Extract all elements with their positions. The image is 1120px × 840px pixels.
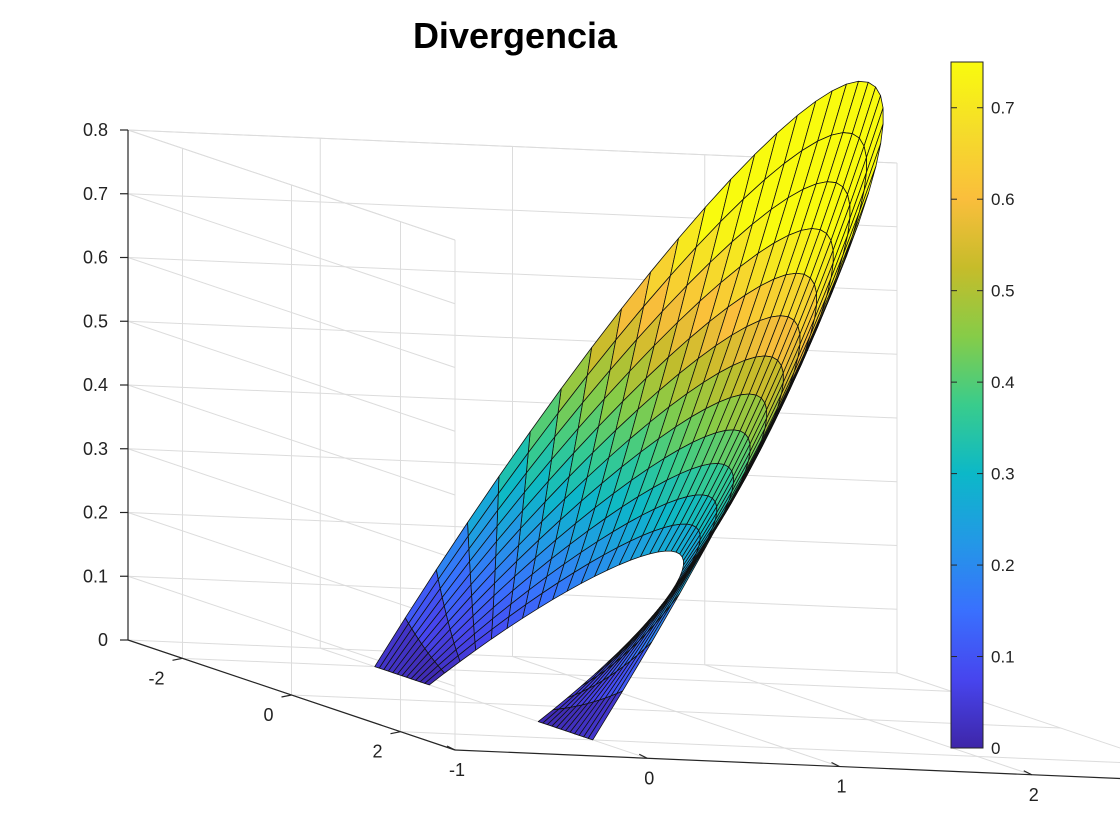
y-tick-label: 2 [372,742,382,762]
x-tick-mark [638,753,648,759]
y-tick-label: -2 [148,668,164,688]
surface-plot [374,80,884,741]
x-tick-label: 2 [1029,785,1039,805]
x-tick-label: -1 [449,760,465,780]
chart-title: Divergencia [413,15,618,56]
z-tick-label: 0.4 [83,375,108,395]
colorbar: 0 0.1 0.2 0.3 0.4 0.5 0.6 0.7 [950,61,1015,758]
z-tick-label: 0.7 [83,184,108,204]
colorbar-tick-label: 0.3 [991,465,1015,484]
z-tick-label: 0.6 [83,248,108,268]
x-tick-mark [831,761,840,768]
colorbar-tick-label: 0.6 [991,190,1015,209]
grid-line-y [182,657,952,692]
x-axis-line [454,749,1120,780]
z-tick-label: 0 [98,630,108,650]
z-tick-label: 0.5 [83,311,108,331]
colorbar-ticks: 0 0.1 0.2 0.3 0.4 0.5 0.6 0.7 [951,99,1015,758]
y-tick-label: 0 [263,705,273,725]
colorbar-tick-label: 0.4 [991,373,1015,392]
x-tick-mark [1023,770,1033,776]
surface-face [424,669,445,686]
colorbar-tick-label: 0 [991,739,1000,758]
colorbar-gradient [950,61,984,749]
grid-edge [127,129,456,241]
axes-tick-labels: 00.10.20.30.40.50.60.70.8-10123-202 [83,120,1039,805]
surface-face [587,690,623,741]
colorbar-tick-label: 0.7 [991,99,1015,118]
y-tick-mark [172,657,183,661]
grid-line-y [400,731,1120,764]
grid-line-y [291,694,1061,729]
colorbar-tick-label: 0.2 [991,556,1015,575]
colorbar-tick-label: 0.1 [991,648,1015,667]
axes-lines [120,129,1120,780]
z-tick-label: 0.2 [83,503,108,523]
y-tick-mark [390,731,401,735]
y-tick-mark [281,694,292,698]
x-tick-label: 1 [836,777,846,797]
x-tick-mark [446,745,456,751]
x-tick-label: 0 [644,768,654,788]
colorbar-tick-label: 0.5 [991,282,1015,301]
z-tick-label: 0.8 [83,120,108,140]
z-tick-label: 0.1 [83,566,108,586]
z-tick-label: 0.3 [83,439,108,459]
